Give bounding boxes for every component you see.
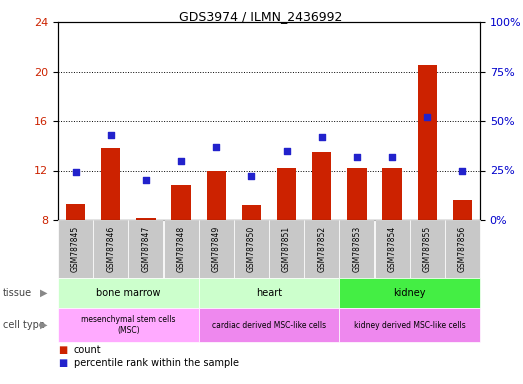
- Text: GSM787846: GSM787846: [106, 226, 115, 272]
- Bar: [277, 168, 296, 220]
- Point: [107, 132, 115, 138]
- Bar: [101, 148, 120, 220]
- Bar: [172, 185, 191, 220]
- Point: [142, 177, 150, 184]
- Bar: [137, 217, 155, 220]
- Text: tissue: tissue: [3, 288, 32, 298]
- Text: GSM787845: GSM787845: [71, 226, 80, 272]
- Point: [282, 147, 291, 154]
- Text: cell type: cell type: [3, 320, 44, 330]
- Bar: [347, 168, 367, 220]
- Point: [423, 114, 431, 120]
- Text: count: count: [74, 345, 101, 355]
- Text: GDS3974 / ILMN_2436992: GDS3974 / ILMN_2436992: [179, 10, 343, 23]
- Text: GSM787854: GSM787854: [388, 226, 396, 272]
- Bar: [207, 170, 226, 220]
- Text: GSM787853: GSM787853: [353, 226, 361, 272]
- Text: ▶: ▶: [40, 320, 48, 330]
- Bar: [66, 204, 85, 220]
- Text: GSM787848: GSM787848: [177, 226, 186, 272]
- Text: kidney derived MSC-like cells: kidney derived MSC-like cells: [354, 321, 465, 329]
- Text: GSM787856: GSM787856: [458, 226, 467, 272]
- Point: [353, 154, 361, 160]
- Point: [212, 144, 220, 150]
- Text: kidney: kidney: [393, 288, 426, 298]
- Text: GSM787852: GSM787852: [317, 226, 326, 272]
- Text: GSM787851: GSM787851: [282, 226, 291, 272]
- Point: [317, 134, 326, 140]
- Point: [177, 157, 185, 164]
- Point: [247, 173, 256, 179]
- Bar: [242, 205, 261, 220]
- Bar: [453, 200, 472, 220]
- Bar: [417, 65, 437, 220]
- Bar: [382, 168, 402, 220]
- Point: [72, 169, 80, 175]
- Text: mesenchymal stem cells
(MSC): mesenchymal stem cells (MSC): [81, 315, 176, 335]
- Text: heart: heart: [256, 288, 282, 298]
- Text: ■: ■: [58, 345, 67, 355]
- Text: GSM787847: GSM787847: [141, 226, 151, 272]
- Text: GSM787850: GSM787850: [247, 226, 256, 272]
- Text: GSM787849: GSM787849: [212, 226, 221, 272]
- Point: [458, 167, 467, 174]
- Text: ▶: ▶: [40, 288, 48, 298]
- Text: bone marrow: bone marrow: [96, 288, 161, 298]
- Text: percentile rank within the sample: percentile rank within the sample: [74, 358, 238, 368]
- Point: [388, 154, 396, 160]
- Bar: [312, 152, 332, 220]
- Text: cardiac derived MSC-like cells: cardiac derived MSC-like cells: [212, 321, 326, 329]
- Text: GSM787855: GSM787855: [423, 226, 432, 272]
- Text: ■: ■: [58, 358, 67, 368]
